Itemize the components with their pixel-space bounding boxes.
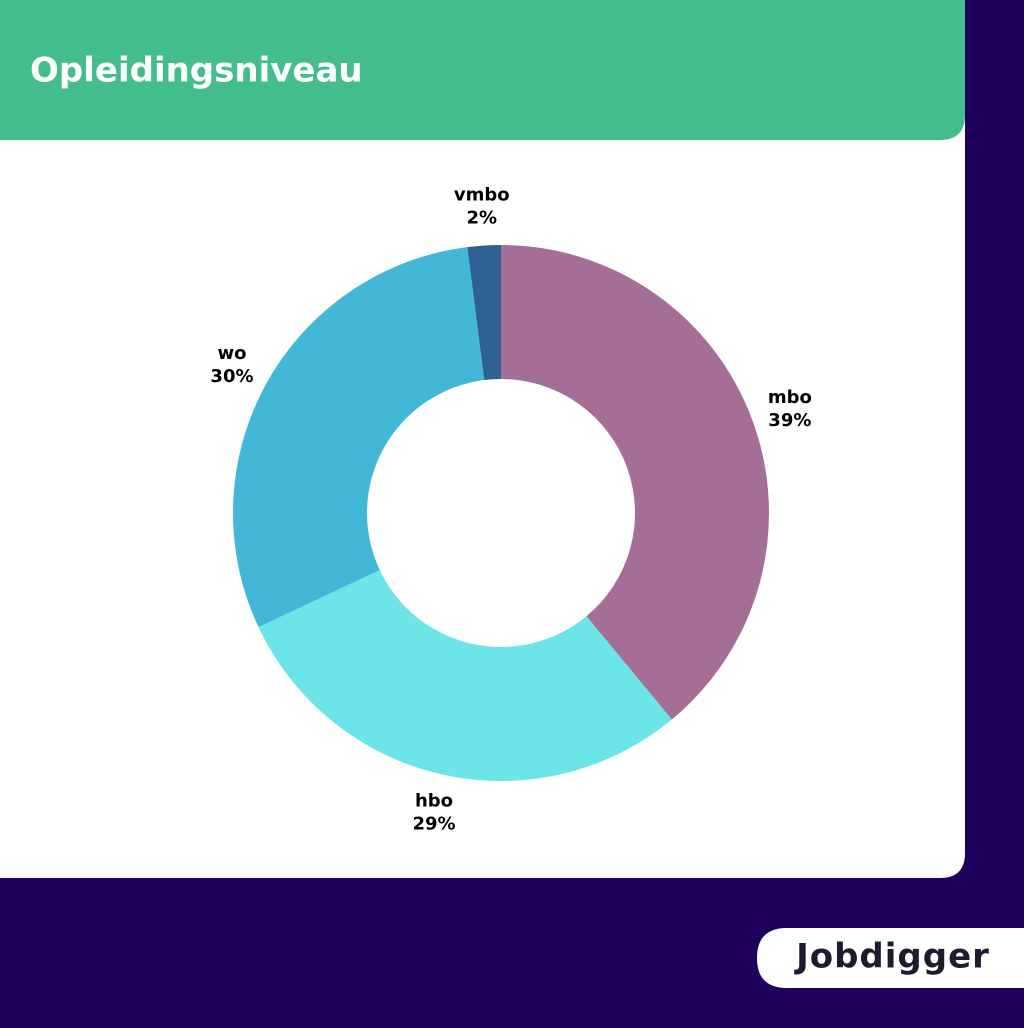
value-label: 29% bbox=[412, 814, 455, 835]
slice-label: vmbo bbox=[454, 185, 510, 206]
slice-label: hbo bbox=[415, 791, 453, 812]
slice bbox=[501, 245, 770, 720]
logo-pill bbox=[757, 928, 1024, 988]
value-label: 30% bbox=[210, 366, 253, 387]
header bbox=[0, 0, 965, 140]
chart-title: Opleidingsniveau bbox=[30, 51, 363, 91]
value-label: 39% bbox=[768, 410, 811, 431]
slice-label: wo bbox=[217, 343, 246, 364]
slice bbox=[258, 570, 672, 782]
slice bbox=[467, 245, 501, 381]
slice-label: mbo bbox=[768, 387, 812, 408]
logo: Jobdigger bbox=[794, 937, 990, 977]
slice bbox=[233, 247, 485, 628]
donut bbox=[233, 245, 770, 782]
value-label: 2% bbox=[466, 208, 497, 229]
